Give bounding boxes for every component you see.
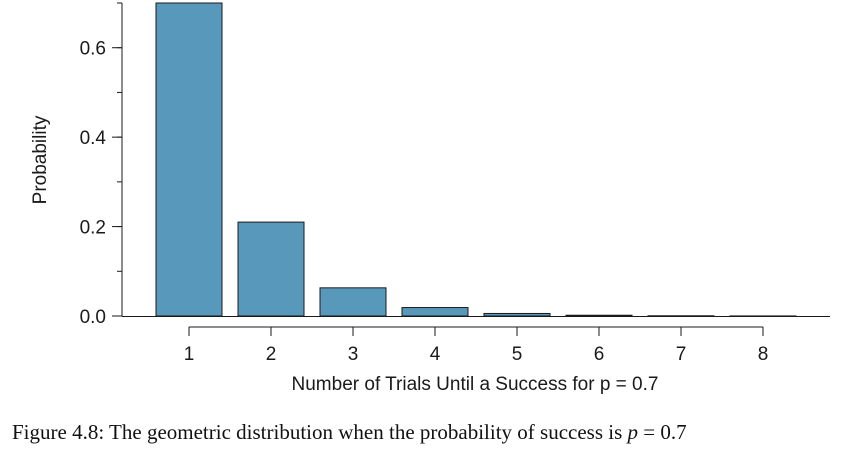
caption-relation: = 0.7 bbox=[643, 420, 687, 444]
caption-label: Figure 4.8: bbox=[12, 420, 105, 444]
geometric-distribution-chart: 0.0 0.2 0.4 0.6 1 2 3 4 5 6 7 8 Probability Number… bbox=[30, 2, 830, 395]
x-tick-label-1: 1 bbox=[184, 344, 195, 365]
y-axis: 0.0 0.2 0.4 0.6 bbox=[80, 2, 123, 328]
y-tick-label: 0.2 bbox=[80, 218, 106, 239]
bar-2 bbox=[237, 221, 305, 317]
bar-4 bbox=[401, 307, 469, 317]
y-tick-label: 0.6 bbox=[80, 39, 106, 60]
y-tick-label: 0.4 bbox=[80, 128, 107, 149]
bar-1 bbox=[155, 2, 223, 317]
bar-3 bbox=[319, 287, 387, 317]
bars-group bbox=[155, 2, 797, 317]
bar-6 bbox=[565, 314, 633, 317]
x-tick-label-7: 7 bbox=[676, 344, 687, 365]
x-tick-label-6: 6 bbox=[594, 344, 605, 365]
figure-caption: Figure 4.8: The geometric distribution w… bbox=[12, 420, 687, 445]
bar-5 bbox=[483, 312, 551, 317]
caption-variable: p bbox=[627, 420, 639, 444]
y-tick-label: 0.0 bbox=[80, 307, 106, 328]
x-tick-label-4: 4 bbox=[430, 344, 441, 365]
x-axis: 1 2 3 4 5 6 7 8 bbox=[184, 326, 769, 365]
x-tick-label-5: 5 bbox=[512, 344, 523, 365]
y-axis-title: Probability bbox=[30, 115, 51, 204]
x-tick-label-8: 8 bbox=[758, 344, 769, 365]
x-tick-label-2: 2 bbox=[266, 344, 277, 365]
caption-text: The geometric distribution when the prob… bbox=[109, 420, 623, 444]
x-tick-label-3: 3 bbox=[348, 344, 359, 365]
x-axis-title: Number of Trials Until a Success for p =… bbox=[292, 374, 659, 395]
